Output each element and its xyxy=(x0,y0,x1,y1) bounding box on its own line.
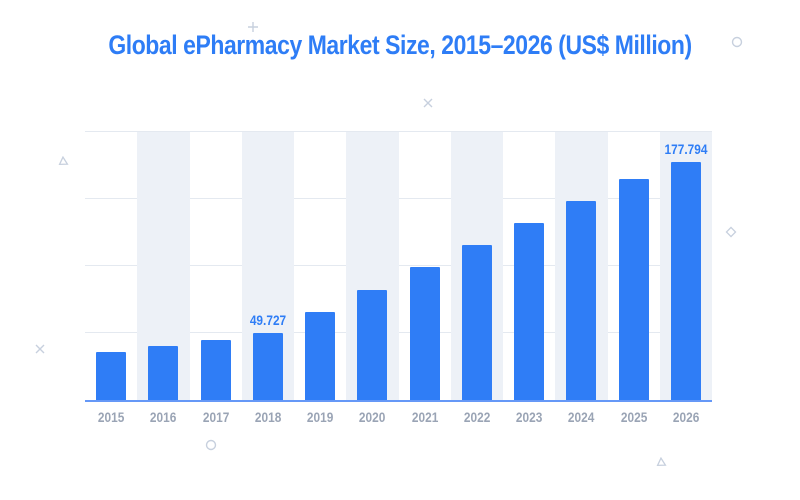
x-axis-label-2023: 2023 xyxy=(515,410,543,425)
gridline xyxy=(85,198,712,199)
category-slot-2021: 2021 xyxy=(399,132,451,425)
circle-decoration-icon xyxy=(205,438,217,456)
bar-2015 xyxy=(96,352,127,400)
x-axis-label-2022: 2022 xyxy=(463,410,491,425)
category-slot-2026: 177.794 2026 xyxy=(659,132,712,425)
category-slot-2018: 49.727 2018 xyxy=(241,132,294,425)
bar-2021 xyxy=(409,266,440,400)
category-slot-2019: 2019 xyxy=(294,132,346,425)
circle-decoration-icon xyxy=(731,35,743,53)
bar-2020 xyxy=(357,290,388,400)
category-slot-2024: 2024 xyxy=(555,132,608,425)
diamond-decoration-icon xyxy=(725,225,737,243)
x-axis-label-2015: 2015 xyxy=(97,410,125,425)
gridline xyxy=(85,332,712,333)
x-axis-label-2020: 2020 xyxy=(359,410,386,425)
plus-decoration-icon xyxy=(247,20,259,38)
plot-slots: 2015 2016 2017 49.727 2018 2019 2020 2021 2022 20… xyxy=(85,132,712,425)
bar-chart-plot-area: 2015 2016 2017 49.727 2018 2019 2020 2021 2022 20… xyxy=(85,131,712,425)
cross-decoration-icon xyxy=(422,96,434,114)
x-axis-label-2025: 2025 xyxy=(620,410,647,425)
category-slot-2025: 2025 xyxy=(608,132,660,425)
x-axis-label-2021: 2021 xyxy=(411,410,438,425)
gridline xyxy=(85,265,712,266)
category-slot-2020: 2020 xyxy=(346,132,399,425)
x-axis-label-2018: 2018 xyxy=(254,410,282,425)
bar-2019 xyxy=(305,311,336,400)
value-label-2018: 49.727 xyxy=(249,313,287,329)
gridline xyxy=(85,131,712,132)
x-axis-label-2019: 2019 xyxy=(306,410,334,425)
bar-2025 xyxy=(618,178,649,400)
bar-2023 xyxy=(514,223,545,400)
triangle-decoration-icon xyxy=(58,155,70,173)
value-label-2026: 177.794 xyxy=(664,141,708,157)
category-slot-2023: 2023 xyxy=(503,132,555,425)
triangle-decoration-icon xyxy=(656,456,668,474)
category-slot-2017: 2017 xyxy=(190,132,242,425)
category-slot-2022: 2022 xyxy=(450,132,503,425)
x-axis-label-2024: 2024 xyxy=(568,410,595,425)
x-axis-label-2016: 2016 xyxy=(150,410,177,425)
bar-2017 xyxy=(200,340,231,400)
bar-2026 xyxy=(670,161,701,400)
category-slot-2015: 2015 xyxy=(85,132,137,425)
bar-2024 xyxy=(566,201,597,400)
category-slot-2016: 2016 xyxy=(137,132,190,425)
bar-2022 xyxy=(461,244,492,400)
page-title: Global ePharmacy Market Size, 2015–2026 … xyxy=(108,30,692,60)
bar-2018 xyxy=(252,333,283,400)
x-axis-label-2017: 2017 xyxy=(202,410,229,425)
x-axis-label-2026: 2026 xyxy=(672,410,700,425)
bar-2016 xyxy=(148,346,179,400)
cross-decoration-icon xyxy=(34,342,46,360)
